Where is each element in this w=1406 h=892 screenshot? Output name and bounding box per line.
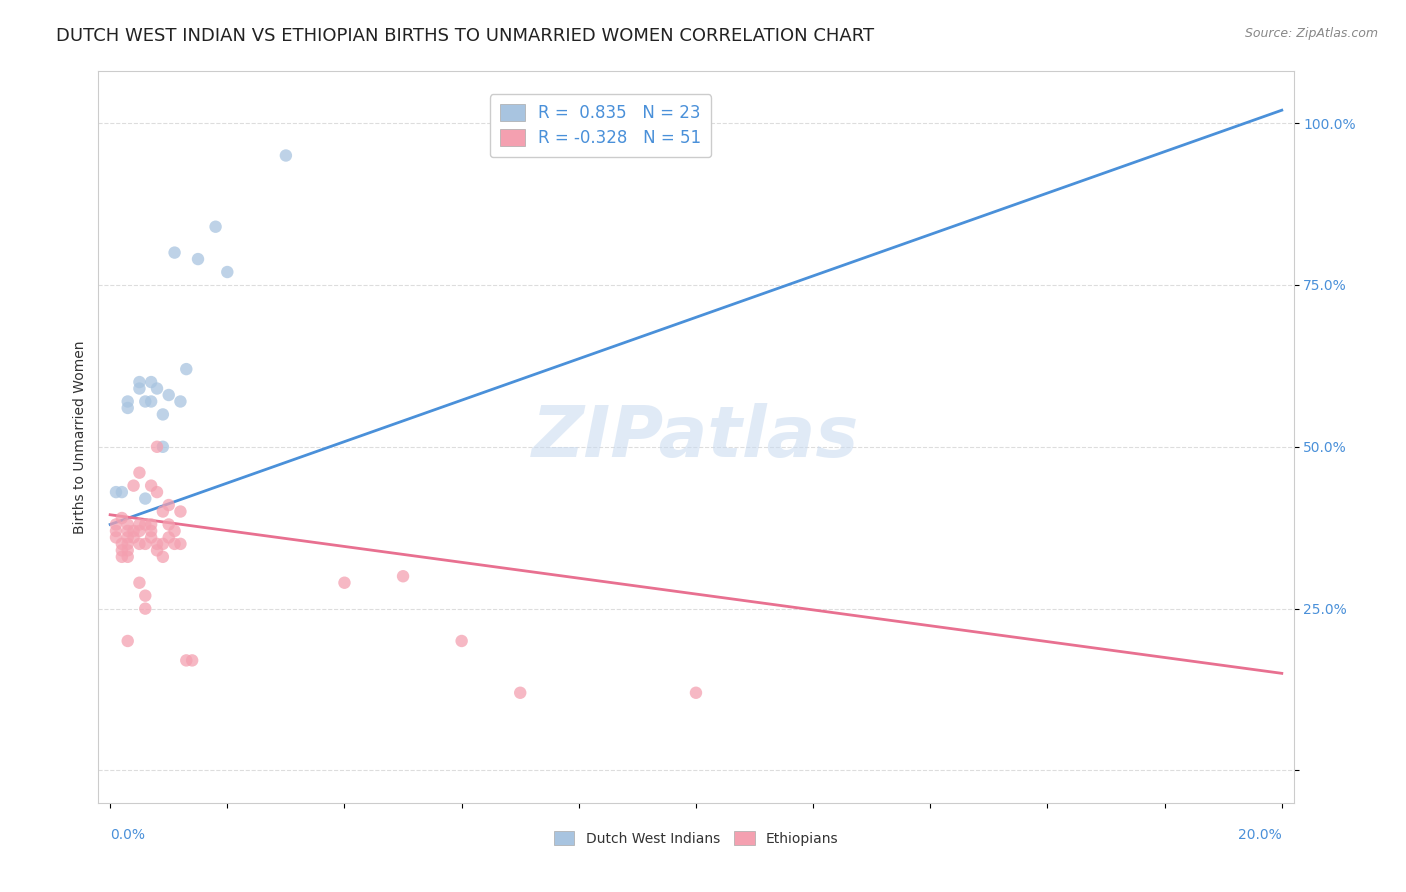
Point: [146, 382, 169, 396]
Point: [146, 537, 169, 551]
Point: [134, 589, 156, 603]
Point: [333, 575, 356, 590]
Point: [105, 530, 128, 544]
Point: [111, 537, 134, 551]
Point: [117, 634, 139, 648]
Point: [157, 530, 180, 544]
Point: [128, 537, 150, 551]
Point: [141, 517, 163, 532]
Point: [392, 569, 415, 583]
Point: [685, 686, 707, 700]
Text: ZIPatlas: ZIPatlas: [533, 402, 859, 472]
Point: [141, 530, 163, 544]
Point: [163, 524, 186, 538]
Point: [128, 517, 150, 532]
Point: [117, 530, 139, 544]
Point: [152, 549, 174, 564]
Point: [157, 388, 180, 402]
Point: [217, 265, 239, 279]
Point: [174, 362, 197, 376]
Point: [204, 219, 226, 234]
Point: [141, 524, 163, 538]
Point: [450, 634, 472, 648]
Point: [685, 116, 707, 130]
Point: [274, 148, 297, 162]
Point: [163, 537, 186, 551]
Point: [117, 537, 139, 551]
Point: [128, 524, 150, 538]
Text: DUTCH WEST INDIAN VS ETHIOPIAN BIRTHS TO UNMARRIED WOMEN CORRELATION CHART: DUTCH WEST INDIAN VS ETHIOPIAN BIRTHS TO…: [56, 27, 875, 45]
Point: [134, 491, 156, 506]
Point: [105, 524, 128, 538]
Point: [117, 543, 139, 558]
Point: [128, 375, 150, 389]
Point: [117, 524, 139, 538]
Point: [146, 440, 169, 454]
Point: [128, 466, 150, 480]
Point: [134, 517, 156, 532]
Point: [105, 517, 128, 532]
Point: [174, 653, 197, 667]
Point: [152, 504, 174, 518]
Point: [122, 524, 145, 538]
Point: [157, 498, 180, 512]
Point: [111, 543, 134, 558]
Point: [122, 478, 145, 492]
Point: [187, 252, 209, 266]
Text: 20.0%: 20.0%: [1239, 828, 1282, 842]
Point: [111, 511, 134, 525]
Point: [128, 575, 150, 590]
Text: Source: ZipAtlas.com: Source: ZipAtlas.com: [1244, 27, 1378, 40]
Legend: Dutch West Indians, Ethiopians: Dutch West Indians, Ethiopians: [546, 823, 846, 855]
Y-axis label: Births to Unmarried Women: Births to Unmarried Women: [73, 341, 87, 533]
Point: [157, 517, 180, 532]
Point: [111, 485, 134, 500]
Point: [568, 116, 591, 130]
Point: [117, 394, 139, 409]
Point: [163, 245, 186, 260]
Point: [111, 549, 134, 564]
Point: [146, 543, 169, 558]
Point: [141, 375, 163, 389]
Point: [128, 382, 150, 396]
Point: [134, 537, 156, 551]
Point: [169, 537, 191, 551]
Point: [122, 530, 145, 544]
Point: [169, 394, 191, 409]
Point: [117, 549, 139, 564]
Text: 0.0%: 0.0%: [110, 828, 145, 842]
Point: [152, 440, 174, 454]
Point: [134, 394, 156, 409]
Point: [105, 485, 128, 500]
Point: [181, 653, 204, 667]
Point: [141, 394, 163, 409]
Point: [117, 401, 139, 415]
Point: [117, 517, 139, 532]
Point: [152, 537, 174, 551]
Point: [146, 485, 169, 500]
Point: [509, 686, 531, 700]
Point: [152, 408, 174, 422]
Point: [169, 504, 191, 518]
Point: [134, 601, 156, 615]
Point: [141, 478, 163, 492]
